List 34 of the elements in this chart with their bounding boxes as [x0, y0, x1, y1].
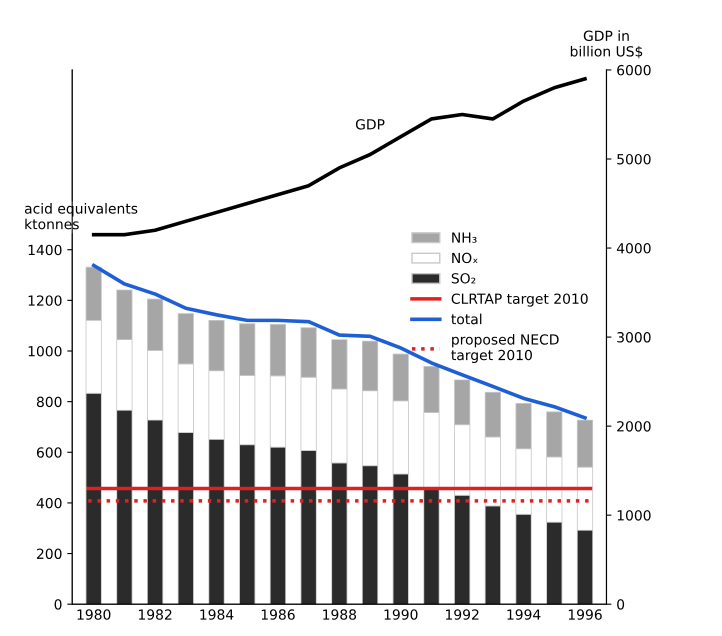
x-tick-label: 1988	[323, 609, 356, 620]
y2-tick-label: 6000	[617, 64, 651, 76]
y-tick-label: 0	[54, 599, 62, 610]
legend-label: CLRTAP target 2010	[452, 293, 588, 307]
line-series	[92, 264, 587, 420]
legend-label: NOₓ	[452, 252, 478, 264]
y-tick-label: 400	[36, 498, 62, 508]
y-tick-label: 1000	[28, 346, 62, 356]
y2-tick-label: 5000	[617, 154, 651, 164]
y2-axis-title: GDP in billion US$	[570, 30, 642, 58]
x-tick-label: 1990	[384, 609, 418, 620]
legend-label: proposed NECD target 2010	[451, 334, 559, 363]
y2-tick-label: 4000	[616, 243, 651, 254]
y2-tick-label: 1000	[618, 510, 651, 521]
x-tick-label: 1994	[507, 609, 540, 620]
y2-tick-label: 0	[617, 599, 624, 610]
y2-tick-label: 2000	[617, 421, 651, 432]
x-tick-label: 1980	[78, 609, 110, 620]
y-tick-label: 1200	[28, 295, 62, 306]
x-tick-label: 1982	[138, 609, 172, 620]
legend-label: total	[451, 314, 482, 324]
y-tick-label: 1400	[28, 244, 62, 256]
x-tick-label: 1996	[568, 609, 602, 620]
y-tick-label: 800	[36, 396, 62, 408]
y2-tick-label: 3000	[617, 332, 651, 343]
legend-label: SO₂	[452, 273, 476, 284]
x-tick-label: 1992	[446, 609, 478, 620]
y-tick-label: 600	[36, 447, 62, 458]
x-tick-label: 1984	[200, 609, 234, 620]
x-tick-label: 1986	[262, 609, 295, 620]
bar	[423, 488, 440, 604]
series-label: GDP	[356, 119, 384, 130]
legend-label: NH₃	[452, 232, 477, 243]
y-tick-label: 200	[36, 548, 62, 560]
